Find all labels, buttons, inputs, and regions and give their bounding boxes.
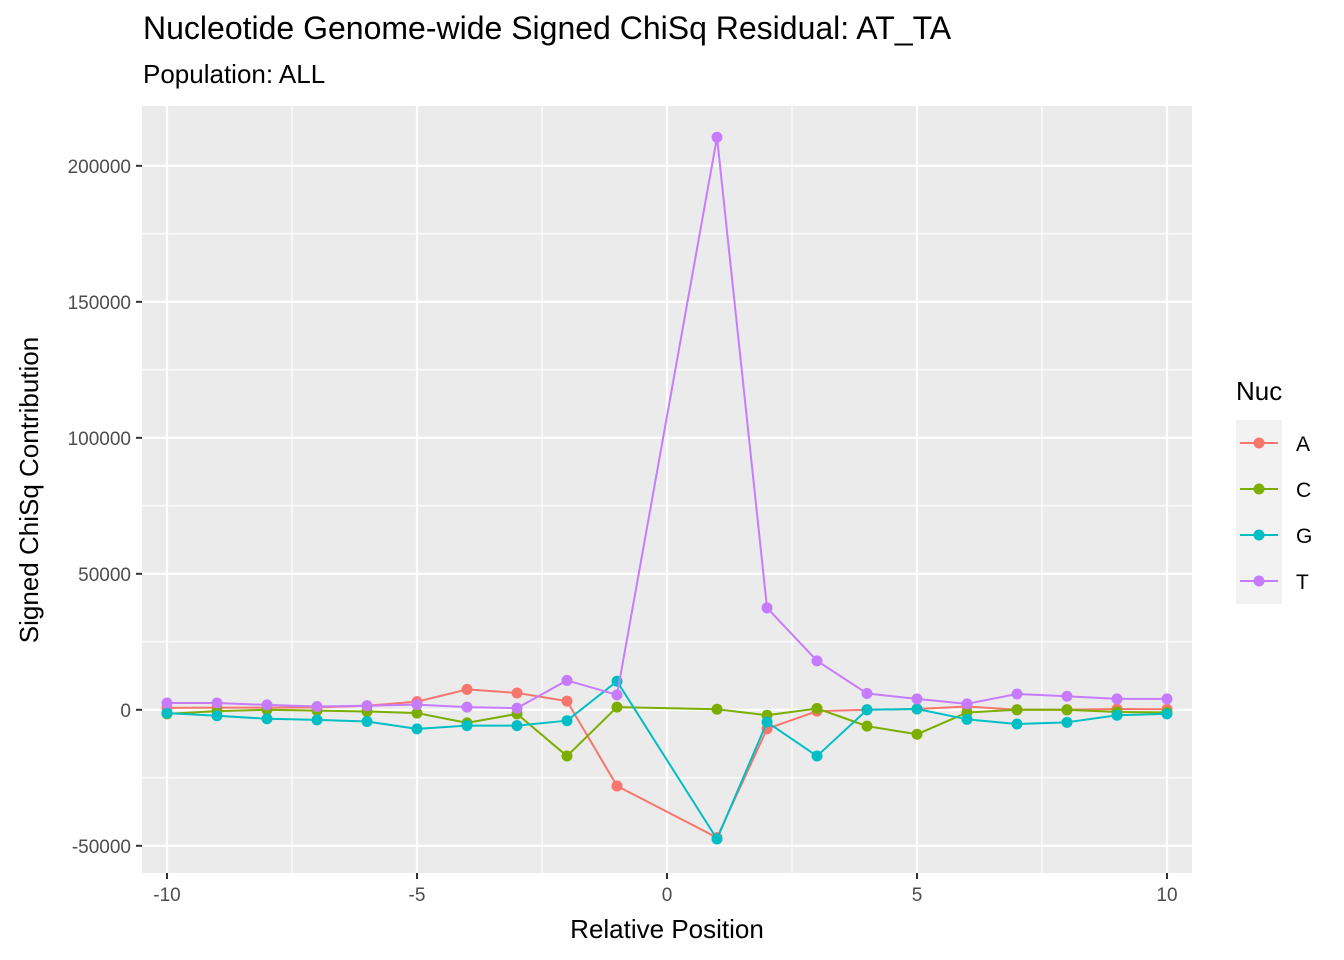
data-point-T <box>311 701 323 713</box>
major-gridlines <box>142 106 1192 873</box>
series-line-G <box>166 680 1168 840</box>
data-point-T <box>561 674 573 686</box>
y-tick-label: 50000 <box>78 565 131 586</box>
data-point-G <box>1011 718 1023 730</box>
data-point-G <box>411 723 423 735</box>
data-point-T <box>861 687 873 699</box>
data-point-G <box>1161 708 1173 720</box>
data-point-C <box>911 728 923 740</box>
y-tick-label: -50000 <box>72 837 131 858</box>
data-point-G <box>1111 709 1123 721</box>
chart-subtitle: Population: ALL <box>143 59 326 89</box>
y-tick-label: 150000 <box>68 293 131 314</box>
legend-item-G: G <box>1240 525 1312 548</box>
data-point-C <box>711 703 723 715</box>
series-G <box>161 675 1173 845</box>
legend-item-T: T <box>1240 571 1309 594</box>
x-tick-label: -5 <box>409 885 426 906</box>
data-point-G <box>911 703 923 715</box>
data-point-G <box>561 715 573 727</box>
data-point-T <box>711 131 723 143</box>
data-point-G <box>161 707 173 719</box>
data-point-G <box>961 713 973 725</box>
data-point-A <box>561 695 573 707</box>
data-point-A <box>461 683 473 695</box>
data-point-G <box>261 713 273 725</box>
series-line-C <box>166 706 1168 758</box>
data-point-A <box>611 780 623 792</box>
series-layer <box>161 131 1173 845</box>
legend-key-point <box>1253 529 1265 541</box>
data-point-T <box>161 697 173 709</box>
legend-item-C: C <box>1240 479 1311 502</box>
data-point-T <box>461 701 473 713</box>
data-point-T <box>1011 688 1023 700</box>
data-point-T <box>961 698 973 710</box>
data-point-T <box>411 699 423 711</box>
data-point-G <box>811 750 823 762</box>
data-point-G <box>361 716 373 728</box>
data-point-G <box>211 710 223 722</box>
data-point-T <box>361 700 373 712</box>
legend-key-point <box>1253 575 1265 587</box>
data-point-G <box>1061 716 1073 728</box>
x-tick-label: 0 <box>662 885 673 906</box>
legend-key-point <box>1253 483 1265 495</box>
data-point-G <box>711 833 723 845</box>
data-point-G <box>461 720 473 732</box>
data-point-T <box>911 693 923 705</box>
data-point-G <box>511 720 523 732</box>
data-point-G <box>861 704 873 716</box>
series-line-T <box>167 136 1167 710</box>
legend-key-background <box>1236 420 1282 604</box>
data-point-T <box>1161 693 1173 705</box>
data-point-G <box>761 716 773 728</box>
data-point-T <box>611 689 623 701</box>
data-point-T <box>261 699 273 711</box>
y-axis-title: Signed ChiSq Contribution <box>14 337 44 643</box>
legend-title: Nuc <box>1236 376 1282 406</box>
data-point-C <box>611 701 623 713</box>
legend-label: G <box>1296 525 1312 548</box>
data-point-A <box>511 687 523 699</box>
y-tick-label: 0 <box>120 701 131 722</box>
x-axis-title: Relative Position <box>570 914 764 944</box>
legend-label: T <box>1296 571 1309 594</box>
data-point-T <box>1111 693 1123 705</box>
chart-title: Nucleotide Genome-wide Signed ChiSq Resi… <box>143 10 952 46</box>
data-point-C <box>811 702 823 714</box>
legend-label: A <box>1296 433 1310 456</box>
tick-labels: -10 -5 0 5 10 -50000 0 50000 100000 150000 200000 <box>68 157 1178 906</box>
data-point-C <box>1061 704 1073 716</box>
data-point-T <box>1061 690 1073 702</box>
data-point-C <box>1011 704 1023 716</box>
x-tick-label: 5 <box>912 885 923 906</box>
series-T <box>161 131 1173 714</box>
data-point-C <box>411 707 423 719</box>
y-tick-label: 100000 <box>68 429 131 450</box>
data-point-T <box>211 697 223 709</box>
legend-label: C <box>1296 479 1311 502</box>
x-tick-label: 10 <box>1156 885 1177 906</box>
legend-key-point <box>1253 437 1265 449</box>
data-point-T <box>511 702 523 714</box>
data-point-T <box>761 602 773 614</box>
y-tick-label: 200000 <box>68 157 131 178</box>
data-point-C <box>861 720 873 732</box>
x-tick-label: -10 <box>153 885 180 906</box>
data-point-G <box>311 714 323 726</box>
axis-ticks <box>136 164 1168 879</box>
data-point-C <box>561 750 573 762</box>
data-point-T <box>811 655 823 667</box>
legend-item-A: A <box>1240 433 1310 456</box>
